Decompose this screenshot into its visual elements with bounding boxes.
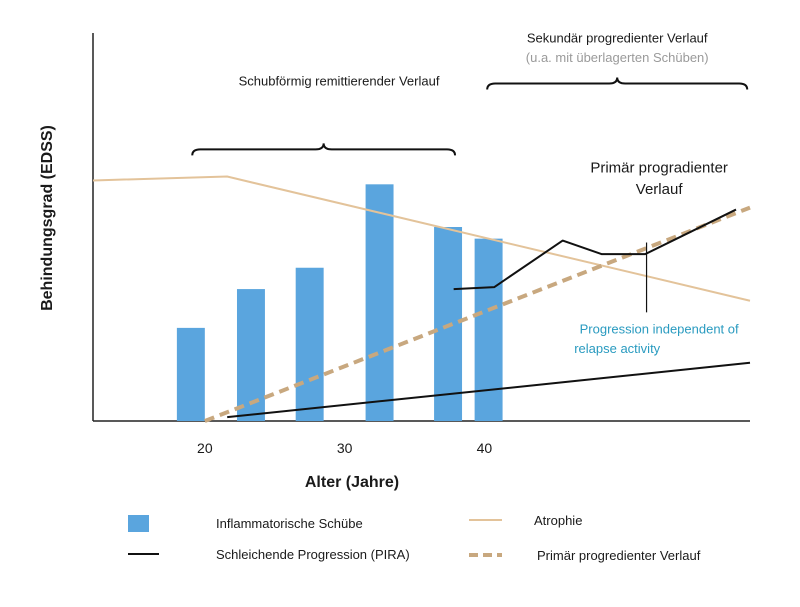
annotation-pp-label-1: Primär progradienter <box>590 160 728 177</box>
x-axis-label: Alter (Jahre) <box>305 474 399 491</box>
legend: Inflammatorische Schübe Atrophie Schleic… <box>128 513 701 563</box>
bar-2 <box>236 289 265 421</box>
annotation-pira-label-1: Progression independent of <box>580 322 739 337</box>
bar-1 <box>176 327 205 421</box>
x-tick-label-30: 30 <box>337 440 353 456</box>
atrophy-line <box>92 175 751 302</box>
y-axis-label: Behindungsgrad (EDSS) <box>39 125 56 311</box>
annotation-sp-sub: (u.a. mit überlagerten Schüben) <box>526 50 709 65</box>
brace-rr <box>191 143 457 156</box>
legend-label-atrophy: Atrophie <box>534 513 582 528</box>
bar-6 <box>474 238 503 421</box>
annotation-rr-label: Schubförmig remittierender Verlauf <box>239 73 440 88</box>
primary-progressive-curve <box>453 208 737 291</box>
legend-swatch-bars <box>128 515 149 532</box>
legend-label-bars: Inflammatorische Schübe <box>216 516 363 531</box>
annotation-sp-label: Sekundär progredienter Verlauf <box>527 31 708 46</box>
brace-sp <box>486 77 749 90</box>
primary-progressive-dashed-line <box>204 205 751 423</box>
annotation-pira-label-2: relapse activity <box>574 341 660 356</box>
plot-area: 20 30 40 Schubförmig remittierender Verlauf… <box>92 31 751 456</box>
legend-label-pira: Schleichende Progression (PIRA) <box>216 547 410 562</box>
legend-label-primary: Primär progredienter Verlauf <box>537 548 701 563</box>
x-tick-label-20: 20 <box>197 440 213 456</box>
bar-3 <box>295 267 324 421</box>
x-tick-label-40: 40 <box>477 440 493 456</box>
bar-4 <box>365 184 394 421</box>
pira-line <box>227 361 751 419</box>
annotation-pp-label-2: Verlauf <box>636 181 684 198</box>
